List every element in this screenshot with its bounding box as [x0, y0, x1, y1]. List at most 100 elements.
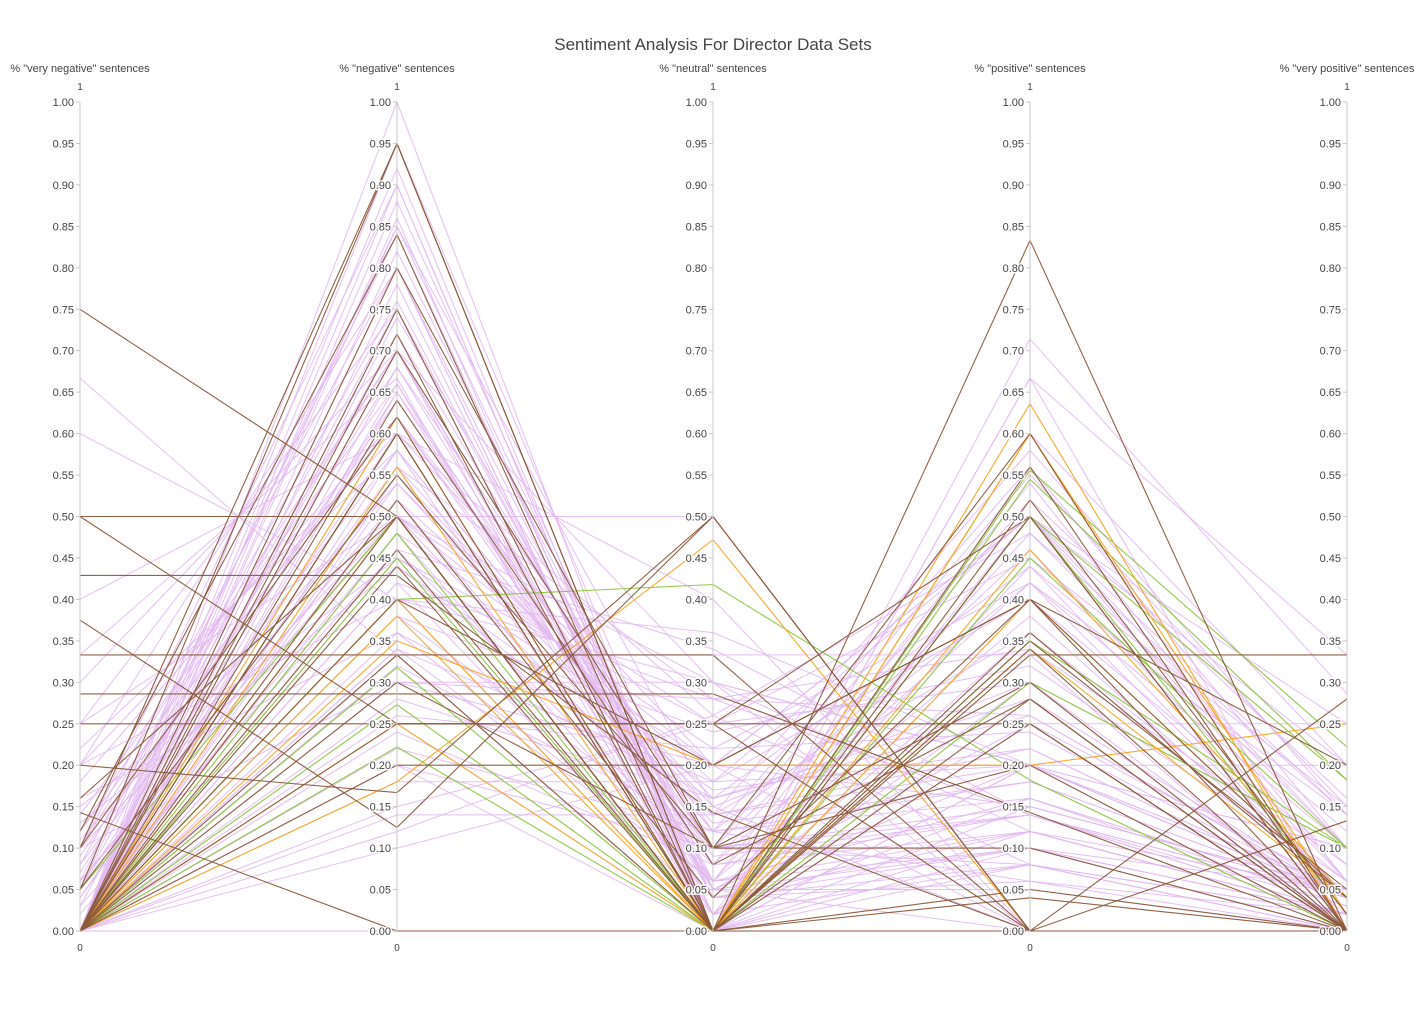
tick-label: 1.00 [1320, 97, 1341, 109]
tick-label: 0.80 [1003, 263, 1024, 275]
tick-label: 0.50 [370, 512, 391, 524]
tick-label: 0.30 [53, 677, 74, 689]
axis-2[interactable]: % "neutral" sentences 1 00.00 0.05 0.10 0.15 0… [659, 63, 767, 954]
axis-range-max-label: 1 [1027, 82, 1033, 93]
tick-label: 0.15 [1003, 802, 1024, 814]
tick-label: 0.10 [53, 843, 74, 855]
tick-label: 1.00 [53, 97, 74, 109]
tick-label: 0.20 [686, 760, 707, 772]
tick-label: 0.15 [53, 802, 74, 814]
tick-label: 0.80 [686, 263, 707, 275]
tick-label: 0.75 [370, 304, 391, 316]
tick-label: 0.65 [53, 387, 74, 399]
tick-label: 0.25 [686, 719, 707, 731]
tick-label: 0.65 [1003, 387, 1024, 399]
tick-label: 0.30 [1320, 677, 1341, 689]
axis-range-min-label: 0 [1344, 943, 1350, 954]
tick-label: 0.00 [686, 926, 707, 938]
tick-label: 0.85 [370, 221, 391, 233]
tick-label: 0.70 [370, 346, 391, 358]
tick-label: 0.95 [1003, 138, 1024, 150]
tick-label: 0.45 [686, 553, 707, 565]
tick-label: 0.40 [53, 594, 74, 606]
tick-label: 0.10 [1320, 843, 1341, 855]
tick-label: 0.05 [370, 885, 391, 897]
tick-label: 0.55 [686, 470, 707, 482]
tick-label: 0.85 [1320, 221, 1341, 233]
tick-label: 0.95 [686, 138, 707, 150]
tick-label: 0.25 [1003, 719, 1024, 731]
tick-label: 0.80 [1320, 263, 1341, 275]
tick-label: 0.20 [1003, 760, 1024, 772]
tick-label: 0.25 [1320, 719, 1341, 731]
tick-label: 0.95 [53, 138, 74, 150]
tick-label: 0.50 [53, 512, 74, 524]
tick-label: 0.55 [1003, 470, 1024, 482]
tick-label: 0.45 [53, 553, 74, 565]
tick-label: 0.35 [1320, 636, 1341, 648]
tick-label: 0.35 [53, 636, 74, 648]
axis-3[interactable]: % "positive" sentences 1 00.00 0.05 0.10 0.15… [974, 63, 1086, 954]
tick-label: 0.90 [1320, 180, 1341, 192]
tick-label: 0.00 [370, 926, 391, 938]
axis-range-min-label: 0 [394, 943, 400, 954]
tick-label: 0.45 [1320, 553, 1341, 565]
tick-label: 1.00 [686, 97, 707, 109]
axis-title: % "positive" sentences [974, 63, 1086, 75]
tick-label: 0.65 [1320, 387, 1341, 399]
tick-label: 0.10 [370, 843, 391, 855]
tick-label: 0.40 [686, 594, 707, 606]
tick-label: 0.60 [53, 429, 74, 441]
tick-label: 0.80 [370, 263, 391, 275]
axis-range-min-label: 0 [1027, 943, 1033, 954]
tick-label: 0.25 [370, 719, 391, 731]
chart-title: Sentiment Analysis For Director Data Set… [554, 35, 871, 54]
axis-title: % "very negative" sentences [10, 63, 150, 75]
tick-label: 0.70 [1003, 346, 1024, 358]
tick-label: 0.75 [1320, 304, 1341, 316]
tick-label: 0.40 [1003, 594, 1024, 606]
tick-label: 0.15 [1320, 802, 1341, 814]
tick-label: 0.35 [1003, 636, 1024, 648]
axis-4[interactable]: % "very positive" sentences 1 00.00 0.05 0.1… [1280, 63, 1415, 954]
tick-label: 0.05 [686, 885, 707, 897]
axis-title: % "neutral" sentences [659, 63, 767, 75]
tick-label: 0.55 [1320, 470, 1341, 482]
axis-range-max-label: 1 [394, 82, 400, 93]
tick-label: 0.30 [1003, 677, 1024, 689]
tick-label: 0.10 [686, 843, 707, 855]
tick-label: 0.75 [1003, 304, 1024, 316]
tick-label: 0.60 [1320, 429, 1341, 441]
tick-label: 0.30 [370, 677, 391, 689]
tick-label: 0.10 [1003, 843, 1024, 855]
tick-label: 0.15 [370, 802, 391, 814]
tick-label: 0.95 [370, 138, 391, 150]
tick-label: 0.85 [53, 221, 74, 233]
axis-range-min-label: 0 [710, 943, 716, 954]
axis-range-max-label: 1 [710, 82, 716, 93]
axis-0[interactable]: % "very negative" sentences 1 00.00 0.05 0.1… [10, 63, 150, 954]
tick-label: 0.40 [1320, 594, 1341, 606]
tick-label: 0.35 [686, 636, 707, 648]
tick-label: 0.65 [370, 387, 391, 399]
tick-label: 0.70 [686, 346, 707, 358]
tick-label: 0.90 [686, 180, 707, 192]
tick-label: 1.00 [1003, 97, 1024, 109]
tick-label: 0.35 [370, 636, 391, 648]
tick-label: 0.30 [686, 677, 707, 689]
tick-label: 0.75 [686, 304, 707, 316]
tick-label: 0.75 [53, 304, 74, 316]
tick-label: 0.05 [1320, 885, 1341, 897]
tick-label: 0.80 [53, 263, 74, 275]
axis-range-min-label: 0 [77, 943, 83, 954]
tick-label: 0.95 [1320, 138, 1341, 150]
axis-title: % "negative" sentences [339, 63, 455, 75]
tick-label: 0.55 [53, 470, 74, 482]
tick-label: 0.45 [1003, 553, 1024, 565]
tick-label: 0.15 [686, 802, 707, 814]
tick-label: 0.50 [686, 512, 707, 524]
axis-1[interactable]: % "negative" sentences 1 00.00 0.05 0.10 0.15… [339, 63, 455, 954]
tick-label: 0.50 [1003, 512, 1024, 524]
tick-label: 0.20 [53, 760, 74, 772]
